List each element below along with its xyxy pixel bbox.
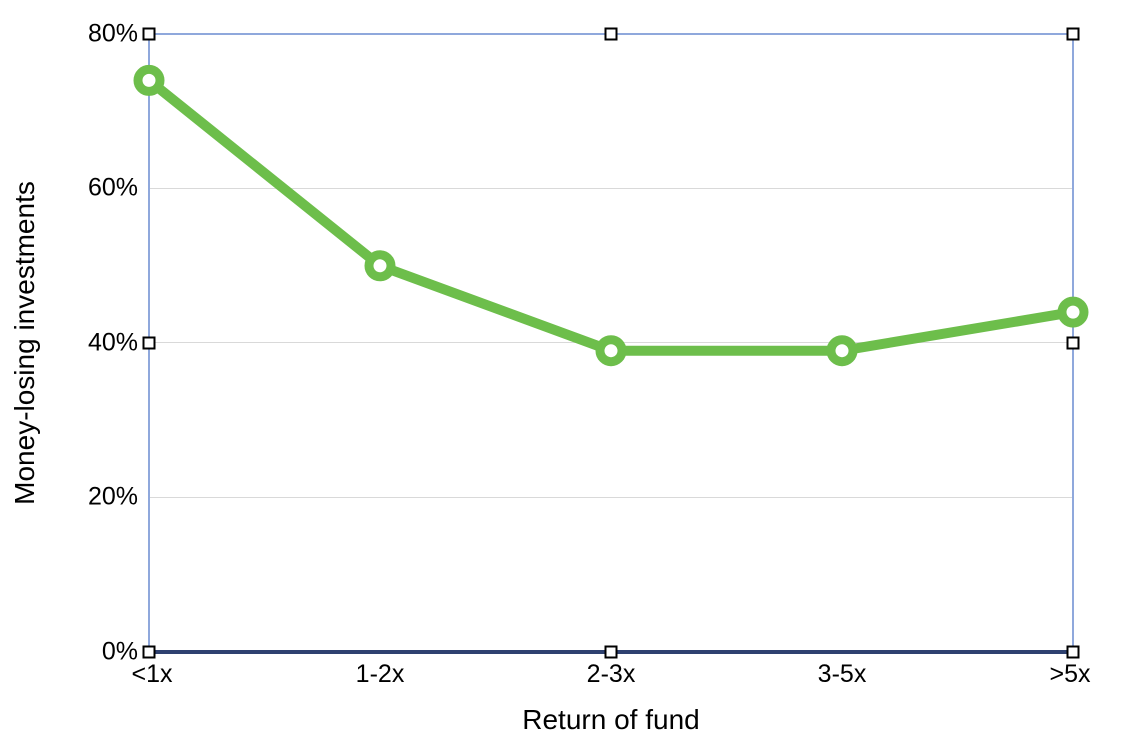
data-point-marker[interactable] (1057, 296, 1089, 328)
selection-handle-top-left[interactable] (142, 27, 156, 41)
y-tick-label-20: 20% (87, 482, 138, 511)
data-point-marker[interactable] (826, 335, 858, 367)
gridline-60 (149, 188, 1073, 189)
series-line-layer (133, 64, 1089, 367)
x-tick-label-lt1x: <1x (131, 660, 173, 688)
data-point-marker[interactable] (364, 250, 396, 282)
series-line (144, 75, 1078, 356)
selection-handle-bottom-right[interactable] (1066, 645, 1080, 659)
gridline-20 (149, 497, 1073, 498)
y-tick-label-40: 40% (87, 328, 138, 357)
selection-handle-top-center[interactable] (604, 27, 618, 41)
x-tick-label-3-5x: 3-5x (817, 660, 867, 688)
data-point-marker[interactable] (595, 335, 627, 367)
selection-handle-bottom-center[interactable] (604, 645, 618, 659)
data-point-marker[interactable] (133, 64, 165, 96)
selection-handle-middle-right[interactable] (1066, 336, 1080, 350)
y-tick-label-0: 0% (101, 637, 138, 666)
y-axis-title: Money-losing investments (9, 181, 40, 505)
y-tick-label-80: 80% (87, 19, 138, 48)
x-tick-label-gt5x: >5x (1049, 660, 1091, 688)
plot-area[interactable] (133, 27, 1089, 659)
selection-handle-bottom-left[interactable] (142, 645, 156, 659)
x-tick-label-1-2x: 1-2x (355, 660, 405, 688)
x-axis-title: Return of fund (522, 704, 700, 735)
selection-handle-middle-left[interactable] (142, 336, 156, 350)
x-tick-label-2-3x: 2-3x (586, 660, 636, 688)
selection-handle-top-right[interactable] (1066, 27, 1080, 41)
y-tick-label-60: 60% (87, 173, 138, 202)
